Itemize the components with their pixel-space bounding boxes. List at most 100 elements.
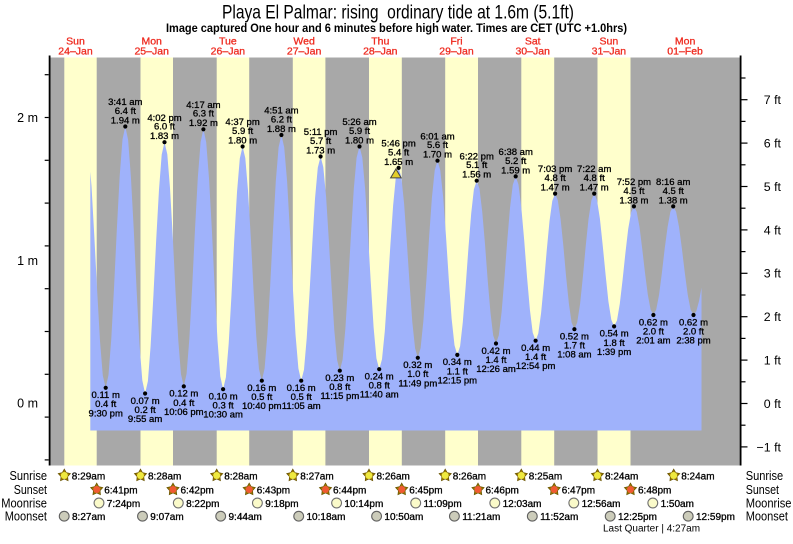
svg-text:0.8 ft: 0.8 ft [329,382,350,393]
svg-text:12:54 pm: 12:54 pm [516,361,556,372]
svg-text:Thu: Thu [371,35,389,47]
svg-text:1:50am: 1:50am [661,499,694,510]
svg-text:0.4 ft: 0.4 ft [95,399,116,410]
svg-text:Sun: Sun [600,35,619,47]
svg-text:1 ft: 1 ft [764,354,782,368]
svg-text:0.07 m: 0.07 m [131,396,160,407]
svg-text:1 m: 1 m [17,254,38,268]
svg-text:0.52 m: 0.52 m [560,332,589,343]
svg-text:0.8 ft: 0.8 ft [369,381,390,392]
svg-text:0 ft: 0 ft [764,397,782,411]
svg-text:0.10 m: 0.10 m [209,392,238,403]
svg-text:5.1 ft: 5.1 ft [466,160,487,171]
svg-text:0.44 m: 0.44 m [521,343,550,354]
svg-text:31–Jan: 31–Jan [592,46,627,58]
svg-text:29–Jan: 29–Jan [439,46,474,58]
svg-text:7:52 pm: 7:52 pm [617,177,651,188]
svg-text:0.11 m: 0.11 m [92,390,120,401]
svg-text:0.16 m: 0.16 m [247,383,276,394]
svg-text:Tue: Tue [219,35,237,47]
svg-text:7:24pm: 7:24pm [107,499,140,510]
svg-text:1.92 m: 1.92 m [189,118,218,129]
svg-text:5.9 ft: 5.9 ft [232,126,253,137]
svg-text:11:49 pm: 11:49 pm [398,378,437,389]
svg-text:1.4 ft: 1.4 ft [525,352,546,363]
svg-text:5.4 ft: 5.4 ft [388,147,409,158]
svg-text:1.94 m: 1.94 m [111,115,140,126]
svg-text:6:45pm: 6:45pm [409,485,442,496]
svg-text:1.7 ft: 1.7 ft [564,341,585,352]
svg-text:0.4 ft: 0.4 ft [173,398,194,409]
svg-text:0.24 m: 0.24 m [365,372,394,383]
svg-text:Mon: Mon [141,35,162,47]
svg-text:1.56 m: 1.56 m [462,170,491,181]
svg-text:6:38 am: 6:38 am [499,147,533,158]
svg-text:1.47 m: 1.47 m [541,183,570,194]
svg-text:Moonrise: Moonrise [1,497,47,511]
svg-text:0.23 m: 0.23 m [325,373,354,384]
svg-text:9:07am: 9:07am [150,512,183,523]
svg-text:Mon: Mon [675,35,696,47]
svg-text:1.8 ft: 1.8 ft [604,338,625,349]
svg-text:8:24am: 8:24am [605,471,638,482]
svg-text:6.0 ft: 6.0 ft [154,122,175,133]
svg-text:6 ft: 6 ft [764,137,782,151]
svg-text:11:40 am: 11:40 am [360,390,399,401]
svg-text:7:22 am: 7:22 am [577,164,611,175]
svg-text:4:37 pm: 4:37 pm [225,117,259,128]
svg-text:4.5 ft: 4.5 ft [663,186,684,197]
svg-text:0.62 m: 0.62 m [639,317,668,328]
svg-text:1.59 m: 1.59 m [501,165,530,176]
svg-text:7:03 pm: 7:03 pm [538,164,572,175]
svg-text:12:25pm: 12:25pm [618,512,657,523]
svg-text:0.3 ft: 0.3 ft [213,401,234,412]
svg-text:0 m: 0 m [17,397,38,411]
svg-text:6:01 am: 6:01 am [420,131,454,142]
svg-text:12:26 am: 12:26 am [476,364,516,375]
svg-text:Sun: Sun [66,35,85,47]
svg-text:8:24am: 8:24am [681,471,714,482]
svg-text:2:01 am: 2:01 am [636,336,670,347]
svg-text:8:16 am: 8:16 am [656,177,690,188]
svg-text:5.2 ft: 5.2 ft [505,156,526,167]
svg-text:0.2 ft: 0.2 ft [135,405,156,416]
svg-text:9:30 pm: 9:30 pm [89,408,123,419]
svg-text:4:17 am: 4:17 am [186,100,220,111]
svg-text:Last Quarter | 4:27am: Last Quarter | 4:27am [603,524,700,535]
svg-text:12:59pm: 12:59pm [696,512,735,523]
svg-text:8:26am: 8:26am [377,471,410,482]
svg-text:24–Jan: 24–Jan [58,46,93,58]
svg-text:0.16 m: 0.16 m [287,383,316,394]
svg-text:10:18am: 10:18am [307,512,346,523]
svg-text:1.4 ft: 1.4 ft [485,355,506,366]
svg-text:11:05 am: 11:05 am [282,401,321,412]
svg-text:26–Jan: 26–Jan [211,46,246,58]
svg-text:10:06 pm: 10:06 pm [164,407,204,418]
svg-text:01–Feb: 01–Feb [667,46,703,58]
svg-text:Sunrise: Sunrise [10,469,48,483]
svg-text:0.5 ft: 0.5 ft [251,392,272,403]
svg-text:Sunset: Sunset [746,483,780,497]
svg-text:10:50am: 10:50am [384,512,423,523]
svg-text:9:55 am: 9:55 am [128,414,162,425]
svg-text:6.2 ft: 6.2 ft [271,114,292,125]
svg-text:12:03am: 12:03am [503,499,542,510]
svg-text:8:22pm: 8:22pm [186,499,219,510]
svg-text:8:29am: 8:29am [72,471,105,482]
svg-text:4.8 ft: 4.8 ft [584,173,605,184]
svg-text:11:52am: 11:52am [540,512,578,523]
svg-text:6:42pm: 6:42pm [181,485,214,496]
svg-text:5:46 pm: 5:46 pm [381,139,415,150]
svg-text:5:26 am: 5:26 am [342,117,376,128]
svg-text:11:09pm: 11:09pm [424,499,462,510]
svg-text:4:02 pm: 4:02 pm [147,113,181,124]
svg-text:1.83 m: 1.83 m [150,131,179,142]
svg-text:10:30 am: 10:30 am [203,410,243,421]
svg-text:1:39 pm: 1:39 pm [597,347,631,358]
svg-text:1.1 ft: 1.1 ft [447,366,468,377]
svg-text:6:47pm: 6:47pm [562,485,595,496]
svg-text:5.7 ft: 5.7 ft [310,136,331,147]
svg-text:3:41 am: 3:41 am [108,97,142,108]
svg-text:Wed: Wed [293,35,315,47]
svg-text:0.54 m: 0.54 m [600,329,629,340]
